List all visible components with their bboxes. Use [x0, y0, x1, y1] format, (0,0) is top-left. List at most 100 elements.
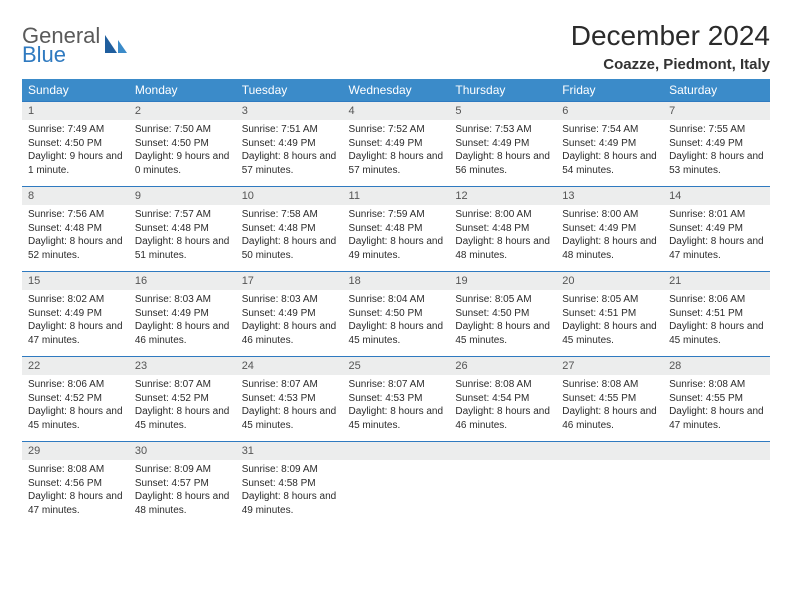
sunrise-line: Sunrise: 8:00 AM	[562, 208, 657, 222]
day-number: 15	[22, 271, 129, 290]
daylight-line: Daylight: 8 hours and 47 minutes.	[28, 490, 123, 517]
sunset-line: Sunset: 4:52 PM	[28, 392, 123, 406]
sunset-line: Sunset: 4:52 PM	[135, 392, 230, 406]
calendar-cell: 4Sunrise: 7:52 AMSunset: 4:49 PMDaylight…	[343, 101, 450, 186]
calendar-cell: 9Sunrise: 7:57 AMSunset: 4:48 PMDaylight…	[129, 186, 236, 271]
day-number	[343, 441, 450, 460]
daylight-line: Daylight: 8 hours and 46 minutes.	[455, 405, 550, 432]
day-number: 18	[343, 271, 450, 290]
day-number: 29	[22, 441, 129, 460]
sunrise-line: Sunrise: 7:55 AM	[669, 123, 764, 137]
calendar-cell: 11Sunrise: 7:59 AMSunset: 4:48 PMDayligh…	[343, 186, 450, 271]
calendar-cell	[556, 441, 663, 526]
day-details: Sunrise: 8:05 AMSunset: 4:50 PMDaylight:…	[449, 290, 556, 351]
sunset-line: Sunset: 4:49 PM	[455, 137, 550, 151]
calendar-cell: 16Sunrise: 8:03 AMSunset: 4:49 PMDayligh…	[129, 271, 236, 356]
sunset-line: Sunset: 4:54 PM	[455, 392, 550, 406]
calendar-cell: 20Sunrise: 8:05 AMSunset: 4:51 PMDayligh…	[556, 271, 663, 356]
day-number: 7	[663, 101, 770, 120]
day-details: Sunrise: 8:00 AMSunset: 4:48 PMDaylight:…	[449, 205, 556, 266]
calendar-week-row: 29Sunrise: 8:08 AMSunset: 4:56 PMDayligh…	[22, 441, 770, 526]
sunset-line: Sunset: 4:58 PM	[242, 477, 337, 491]
day-details: Sunrise: 7:59 AMSunset: 4:48 PMDaylight:…	[343, 205, 450, 266]
daylight-line: Daylight: 8 hours and 47 minutes.	[669, 405, 764, 432]
daylight-line: Daylight: 9 hours and 0 minutes.	[135, 150, 230, 177]
location-label: Coazze, Piedmont, Italy	[571, 56, 770, 73]
sunrise-line: Sunrise: 7:59 AM	[349, 208, 444, 222]
day-number: 27	[556, 356, 663, 375]
day-details: Sunrise: 7:56 AMSunset: 4:48 PMDaylight:…	[22, 205, 129, 266]
sunset-line: Sunset: 4:49 PM	[242, 137, 337, 151]
daylight-line: Daylight: 8 hours and 57 minutes.	[349, 150, 444, 177]
day-number: 24	[236, 356, 343, 375]
sunset-line: Sunset: 4:50 PM	[455, 307, 550, 321]
sunset-line: Sunset: 4:49 PM	[242, 307, 337, 321]
sunset-line: Sunset: 4:53 PM	[349, 392, 444, 406]
day-details: Sunrise: 8:09 AMSunset: 4:57 PMDaylight:…	[129, 460, 236, 521]
sunset-line: Sunset: 4:48 PM	[349, 222, 444, 236]
day-details: Sunrise: 8:00 AMSunset: 4:49 PMDaylight:…	[556, 205, 663, 266]
calendar-cell: 17Sunrise: 8:03 AMSunset: 4:49 PMDayligh…	[236, 271, 343, 356]
calendar-cell: 27Sunrise: 8:08 AMSunset: 4:55 PMDayligh…	[556, 356, 663, 441]
day-details: Sunrise: 7:53 AMSunset: 4:49 PMDaylight:…	[449, 120, 556, 181]
day-details: Sunrise: 8:03 AMSunset: 4:49 PMDaylight:…	[129, 290, 236, 351]
sunset-line: Sunset: 4:49 PM	[28, 307, 123, 321]
day-number: 25	[343, 356, 450, 375]
sunrise-line: Sunrise: 8:04 AM	[349, 293, 444, 307]
calendar-cell: 6Sunrise: 7:54 AMSunset: 4:49 PMDaylight…	[556, 101, 663, 186]
sunrise-line: Sunrise: 8:01 AM	[669, 208, 764, 222]
calendar-cell	[449, 441, 556, 526]
day-details: Sunrise: 8:06 AMSunset: 4:51 PMDaylight:…	[663, 290, 770, 351]
day-details: Sunrise: 7:58 AMSunset: 4:48 PMDaylight:…	[236, 205, 343, 266]
calendar-cell: 26 Sunrise: 8:08 AMSunset: 4:54 PMDayligh…	[449, 356, 556, 441]
daylight-line: Daylight: 8 hours and 46 minutes.	[135, 320, 230, 347]
sunset-line: Sunset: 4:53 PM	[242, 392, 337, 406]
daylight-line: Daylight: 8 hours and 57 minutes.	[242, 150, 337, 177]
sunrise-line: Sunrise: 8:07 AM	[349, 378, 444, 392]
sunrise-line: Sunrise: 8:08 AM	[28, 463, 123, 477]
sunrise-line: Sunrise: 7:54 AM	[562, 123, 657, 137]
month-title: December 2024	[571, 20, 770, 52]
sunrise-line: Sunrise: 8:07 AM	[242, 378, 337, 392]
sunrise-line: Sunrise: 7:49 AM	[28, 123, 123, 137]
sunrise-line: Sunrise: 8:08 AM	[455, 378, 550, 392]
calendar-cell: 21Sunrise: 8:06 AMSunset: 4:51 PMDayligh…	[663, 271, 770, 356]
day-details: Sunrise: 8:08 AMSunset: 4:55 PMDaylight:…	[556, 375, 663, 436]
daylight-line: Daylight: 8 hours and 50 minutes.	[242, 235, 337, 262]
day-number: 17	[236, 271, 343, 290]
calendar-cell: 12Sunrise: 8:00 AMSunset: 4:48 PMDayligh…	[449, 186, 556, 271]
day-number	[556, 441, 663, 460]
day-number: 2	[129, 101, 236, 120]
day-number: 26	[449, 356, 556, 375]
day-number: 21	[663, 271, 770, 290]
sunrise-line: Sunrise: 8:08 AM	[562, 378, 657, 392]
day-number: 12	[449, 186, 556, 205]
daylight-line: Daylight: 8 hours and 45 minutes.	[135, 405, 230, 432]
calendar-cell: 23Sunrise: 8:07 AMSunset: 4:52 PMDayligh…	[129, 356, 236, 441]
calendar-cell: 29Sunrise: 8:08 AMSunset: 4:56 PMDayligh…	[22, 441, 129, 526]
daylight-line: Daylight: 8 hours and 45 minutes.	[349, 320, 444, 347]
day-number: 6	[556, 101, 663, 120]
daylight-line: Daylight: 8 hours and 49 minutes.	[349, 235, 444, 262]
daylight-line: Daylight: 8 hours and 48 minutes.	[562, 235, 657, 262]
calendar-cell: 10Sunrise: 7:58 AMSunset: 4:48 PMDayligh…	[236, 186, 343, 271]
calendar-cell: 5Sunrise: 7:53 AMSunset: 4:49 PMDaylight…	[449, 101, 556, 186]
sunset-line: Sunset: 4:55 PM	[562, 392, 657, 406]
calendar-cell: 14Sunrise: 8:01 AMSunset: 4:49 PMDayligh…	[663, 186, 770, 271]
sunset-line: Sunset: 4:49 PM	[135, 307, 230, 321]
calendar-cell	[663, 441, 770, 526]
calendar-week-row: 22Sunrise: 8:06 AMSunset: 4:52 PMDayligh…	[22, 356, 770, 441]
sunrise-line: Sunrise: 8:03 AM	[135, 293, 230, 307]
sunset-line: Sunset: 4:48 PM	[135, 222, 230, 236]
weekday-header: Monday	[129, 79, 236, 101]
weekday-header-row: Sunday Monday Tuesday Wednesday Thursday…	[22, 79, 770, 101]
calendar-cell: 28Sunrise: 8:08 AMSunset: 4:55 PMDayligh…	[663, 356, 770, 441]
calendar-cell: 19Sunrise: 8:05 AMSunset: 4:50 PMDayligh…	[449, 271, 556, 356]
day-details: Sunrise: 8:01 AMSunset: 4:49 PMDaylight:…	[663, 205, 770, 266]
sunrise-line: Sunrise: 8:08 AM	[669, 378, 764, 392]
calendar-cell: 2Sunrise: 7:50 AMSunset: 4:50 PMDaylight…	[129, 101, 236, 186]
weekday-header: Saturday	[663, 79, 770, 101]
day-number: 23	[129, 356, 236, 375]
day-number: 8	[22, 186, 129, 205]
daylight-line: Daylight: 8 hours and 45 minutes.	[562, 320, 657, 347]
